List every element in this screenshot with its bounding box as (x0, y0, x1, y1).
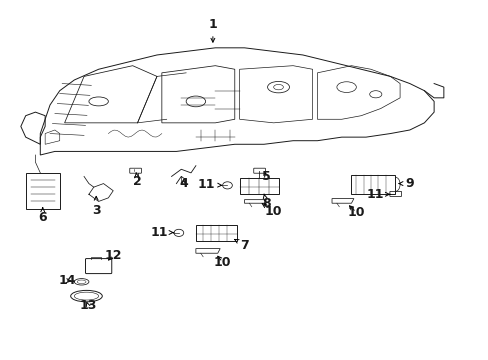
Text: 2: 2 (133, 172, 142, 188)
Text: 12: 12 (104, 248, 122, 261)
Text: 9: 9 (398, 177, 413, 190)
Text: 6: 6 (39, 208, 47, 224)
Text: 10: 10 (262, 203, 282, 217)
Text: 11: 11 (198, 178, 221, 191)
Text: 1: 1 (208, 18, 217, 42)
Text: 10: 10 (347, 206, 365, 219)
Text: 4: 4 (179, 177, 188, 190)
Text: 8: 8 (262, 194, 270, 210)
Text: 14: 14 (59, 274, 76, 287)
Text: 3: 3 (92, 196, 101, 217)
Text: 11: 11 (150, 226, 173, 239)
Text: 7: 7 (234, 239, 248, 252)
Text: 11: 11 (366, 188, 389, 201)
Text: 13: 13 (79, 299, 97, 312)
Text: 10: 10 (213, 256, 231, 269)
Text: 5: 5 (262, 170, 270, 183)
